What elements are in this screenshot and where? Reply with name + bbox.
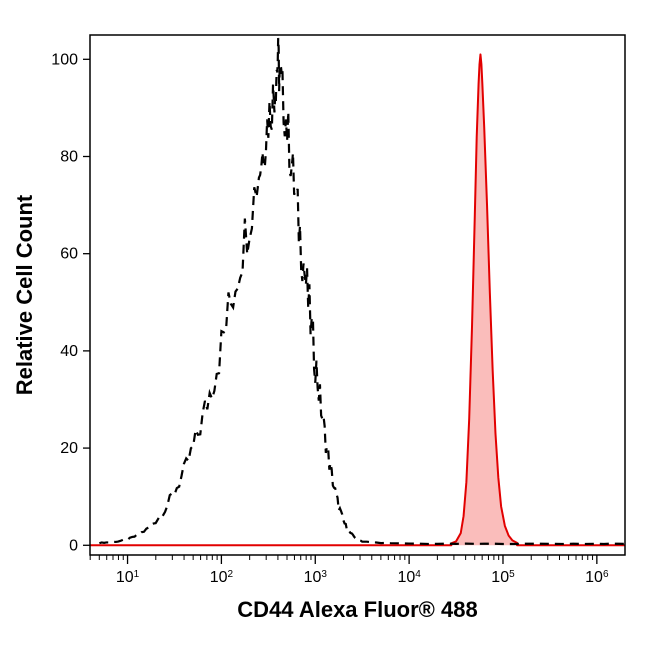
svg-text:105: 105	[491, 569, 515, 587]
svg-text:100: 100	[51, 51, 78, 68]
svg-text:103: 103	[304, 569, 328, 587]
svg-text:104: 104	[397, 569, 421, 587]
svg-text:0: 0	[69, 537, 78, 554]
y-axis-label: Relative Cell Count	[12, 194, 37, 395]
svg-text:60: 60	[60, 246, 78, 263]
svg-text:106: 106	[585, 569, 609, 587]
svg-text:40: 40	[60, 343, 78, 360]
svg-text:102: 102	[210, 569, 234, 587]
x-axis-label: CD44 Alexa Fluor® 488	[237, 597, 477, 622]
svg-text:20: 20	[60, 440, 78, 457]
flow-cytometry-histogram: 0 20 40 60 80 100 101 102 103 104 105 106 CD44 Alexa…	[0, 0, 650, 645]
svg-text:101: 101	[116, 569, 140, 587]
chart-svg: 0 20 40 60 80 100 101 102 103 104 105 106 CD44 Alexa…	[0, 0, 650, 645]
svg-text:80: 80	[60, 148, 78, 165]
